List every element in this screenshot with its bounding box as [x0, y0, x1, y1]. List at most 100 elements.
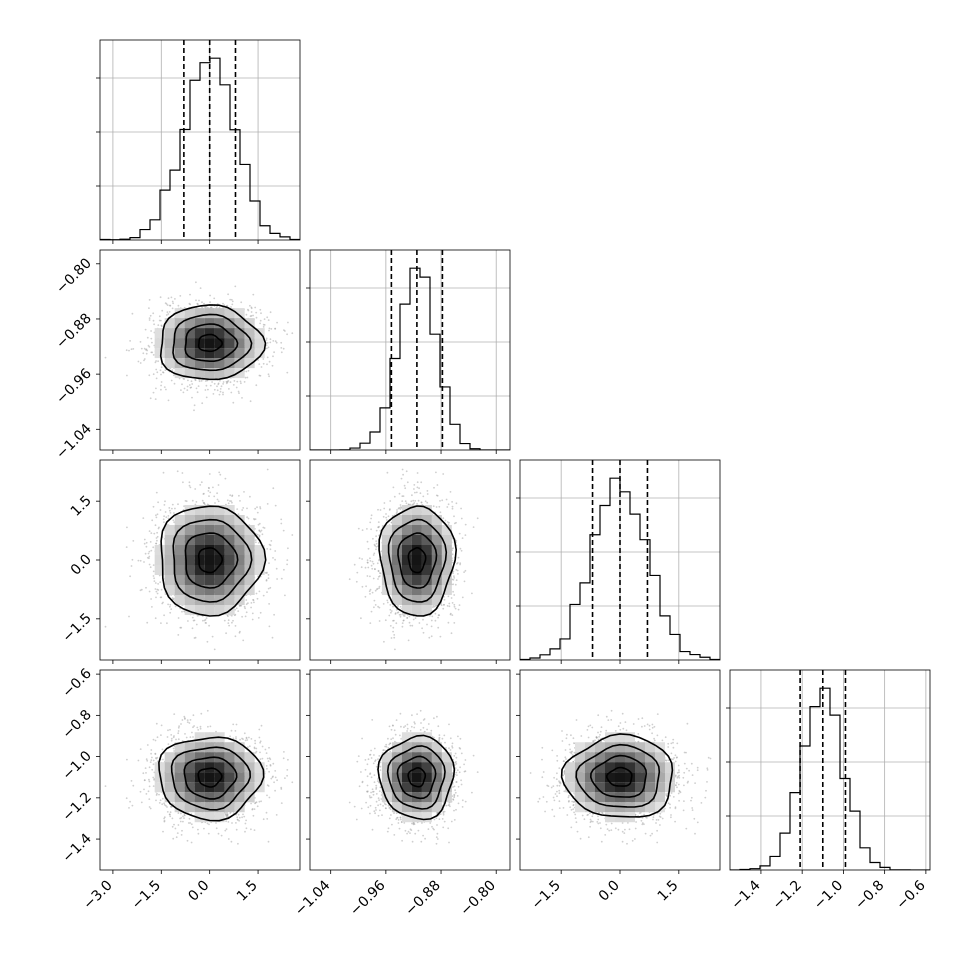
contour-line — [159, 304, 267, 381]
scatter-point — [167, 399, 170, 402]
density-cell — [224, 318, 235, 329]
scatter-point — [231, 621, 233, 624]
scatter-point — [266, 591, 268, 593]
scatter-point — [145, 541, 148, 544]
scatter-point — [238, 494, 240, 497]
scatter-point — [235, 386, 238, 389]
scatter-point — [158, 319, 161, 322]
scatter-point — [263, 527, 266, 529]
scatter-point — [244, 376, 247, 379]
scatter-point — [258, 374, 261, 377]
scatter-point — [148, 319, 151, 321]
scatter-point — [258, 522, 261, 525]
scatter-point — [255, 541, 257, 544]
scatter-point — [244, 607, 247, 610]
scatter-point — [259, 611, 262, 614]
scatter-point — [143, 542, 146, 545]
histogram-step — [100, 57, 300, 240]
scatter-point — [239, 380, 242, 383]
scatter-point — [152, 354, 155, 356]
scatter-point — [257, 359, 259, 361]
scatter-point — [249, 495, 251, 498]
scatter-point — [162, 601, 164, 604]
scatter-point — [222, 383, 225, 385]
scatter-point — [269, 586, 272, 589]
scatter-point — [269, 548, 272, 551]
scatter-point — [235, 607, 238, 610]
scatter-point — [146, 336, 149, 339]
scatter-point — [219, 388, 222, 390]
scatter-point — [232, 619, 234, 622]
scatter-point — [271, 364, 274, 367]
scatter-point — [250, 602, 253, 604]
density-cell — [254, 338, 265, 349]
scatter-point — [158, 574, 161, 577]
scatter-point — [234, 635, 237, 638]
scatter-point — [159, 581, 162, 584]
scatter-point — [104, 356, 107, 359]
scatter-point — [268, 603, 270, 605]
scatter-point — [272, 355, 274, 358]
scatter-point — [241, 509, 244, 511]
scatter-point — [268, 562, 270, 564]
scatter-point — [225, 632, 228, 635]
scatter-point — [229, 500, 231, 502]
scatter-point — [217, 382, 220, 385]
scatter-point — [170, 379, 173, 382]
scatter-point — [249, 400, 252, 403]
density-cell — [174, 338, 185, 349]
scatter-point — [183, 610, 186, 613]
density-cell — [194, 348, 205, 359]
density-cell — [174, 328, 185, 339]
scatter-point — [262, 358, 265, 360]
scatter-point — [239, 500, 241, 502]
scatter-point — [234, 625, 237, 627]
scatter-point — [226, 380, 229, 383]
scatter-point — [125, 546, 128, 548]
scatter-point — [154, 524, 157, 527]
scatter-point — [238, 392, 240, 394]
scatter-point — [165, 388, 167, 391]
scatter-point — [159, 296, 162, 299]
scatter-point — [139, 362, 142, 364]
scatter-point — [150, 549, 153, 552]
scatter-point — [204, 622, 207, 624]
scatter-point — [220, 385, 223, 388]
scatter-point — [280, 522, 283, 525]
scatter-point — [165, 314, 168, 316]
scatter-point — [234, 285, 237, 288]
scatter-point — [205, 617, 208, 619]
histogram-step — [310, 267, 510, 450]
scatter-point — [237, 390, 240, 393]
scatter-point — [196, 391, 199, 394]
scatter-point — [148, 299, 151, 301]
scatter-point — [280, 351, 283, 354]
scatter-point — [152, 373, 155, 376]
density-cell — [224, 358, 235, 369]
scatter-point — [195, 281, 197, 284]
scatter-point — [147, 552, 150, 555]
scatter-point — [267, 577, 270, 580]
scatter-point — [209, 301, 212, 303]
scatter-point — [181, 472, 184, 474]
scatter-point — [237, 610, 240, 612]
scatter-point — [131, 558, 134, 561]
scatter-point — [164, 500, 166, 503]
density-cell — [244, 338, 255, 349]
scatter-point — [266, 347, 268, 350]
scatter-point — [270, 328, 273, 330]
scatter-point — [280, 518, 283, 521]
scatter-point — [145, 586, 147, 589]
scatter-point — [218, 393, 221, 396]
scatter-point — [263, 324, 266, 326]
scatter-point — [255, 384, 258, 387]
scatter-point — [158, 315, 161, 318]
scatter-point — [151, 351, 154, 354]
scatter-point — [230, 614, 233, 617]
scatter-point — [153, 323, 156, 326]
scatter-point — [169, 512, 172, 514]
scatter-point — [268, 375, 270, 378]
scatter-point — [257, 617, 260, 619]
scatter-point — [282, 529, 285, 532]
scatter-point — [284, 594, 286, 597]
